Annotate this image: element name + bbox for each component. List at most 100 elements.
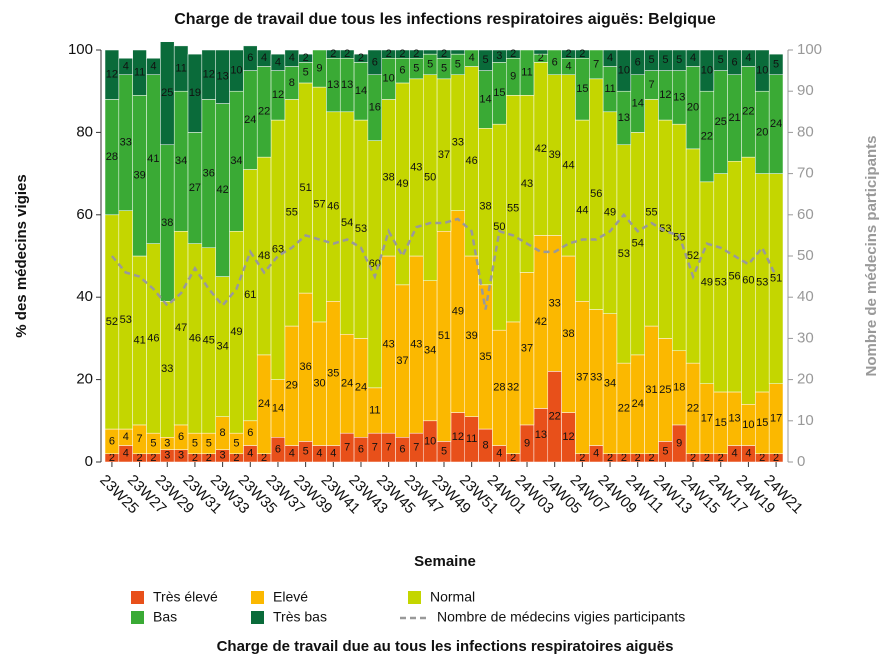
data-label: 4 [496,448,502,460]
data-label: 7 [593,58,599,70]
legend-swatch [251,591,264,604]
data-label: 50 [424,172,436,184]
y2-tick-label: 80 [797,123,814,140]
data-label: 10 [618,65,630,77]
data-label: 24 [355,382,367,394]
data-label: 53 [756,277,768,289]
data-label: 22 [742,106,754,118]
data-label: 12 [452,431,464,443]
data-label: 6 [635,56,641,68]
x-axis-label: Semaine [414,553,476,570]
caption: Charge de travail due au tous les infect… [217,638,674,655]
data-label: 5 [303,446,309,458]
data-label: 34 [175,155,187,167]
data-label: 6 [732,56,738,68]
data-label: 4 [275,56,281,68]
data-label: 7 [386,441,392,453]
data-label: 24 [258,398,270,410]
data-label: 49 [701,277,713,289]
data-label: 5 [427,58,433,70]
data-label: 4 [123,60,129,72]
data-label: 37 [396,355,408,367]
data-label: 10 [383,73,395,85]
data-label: 2 [399,48,405,60]
data-label: 13 [728,413,740,425]
y2-tick-label: 50 [797,247,814,264]
data-label: 6 [247,427,253,439]
data-label: 5 [773,58,779,70]
data-label: 11 [134,67,145,79]
data-label: 2 [773,452,779,464]
data-label: 43 [410,161,422,173]
data-label: 42 [216,184,228,196]
y-tick-label: 60 [76,206,93,223]
data-label: 5 [413,62,419,74]
data-label: 34 [604,378,616,390]
bar-segment [422,49,438,55]
data-label: 15 [576,83,588,95]
data-label: 11 [175,62,186,74]
y-tick-label: 0 [85,453,93,470]
y2-tick-label: 60 [797,206,814,223]
data-label: 14 [355,85,367,97]
bar-segment [367,49,382,75]
data-label: 16 [369,102,381,114]
data-label: 2 [192,452,198,464]
data-label: 22 [701,130,713,142]
data-label: 57 [313,198,325,210]
data-label: 15 [756,417,768,429]
data-label: 6 [109,435,115,447]
data-label: 46 [327,200,339,212]
data-label: 5 [192,437,198,449]
data-label: 30 [313,378,325,390]
data-label: 10 [742,419,754,431]
y-tick-label: 20 [76,371,93,388]
data-label: 9 [676,437,682,449]
data-label: 4 [289,52,295,64]
data-label: 19 [189,87,201,99]
data-label: 4 [732,448,738,460]
data-label: 12 [562,431,574,443]
data-label: 2 [718,452,724,464]
data-label: 25 [161,87,173,99]
data-label: 5 [303,67,309,79]
data-label: 2 [510,48,516,60]
data-label: 15 [493,87,505,99]
y2-tick-label: 90 [797,82,814,99]
data-label: 28 [106,151,118,163]
data-label: 29 [286,380,298,392]
data-label: 11 [369,404,380,416]
data-label: 17 [770,413,782,425]
data-label: 49 [396,178,408,190]
data-label: 6 [372,56,378,68]
data-label: 34 [216,341,228,353]
data-label: 12 [203,69,215,81]
data-label: 55 [286,207,298,219]
data-label: 22 [549,411,561,423]
data-label: 53 [355,223,367,235]
data-label: 2 [109,452,115,464]
data-label: 55 [645,207,657,219]
data-label: 20 [687,102,699,114]
data-label: 2 [759,452,765,464]
data-label: 51 [300,182,312,194]
data-label: 22 [258,106,270,118]
data-label: 9 [524,437,530,449]
data-label: 61 [244,289,256,301]
data-label: 5 [441,62,447,74]
data-label: 6 [399,65,405,77]
data-label: 5 [482,54,488,66]
data-label: 5 [662,54,668,66]
data-label: 51 [438,330,450,342]
data-label: 43 [521,178,533,190]
data-label: 2 [565,48,571,60]
data-label: 2 [413,48,419,60]
data-label: 4 [289,448,295,460]
data-label: 10 [701,65,713,77]
data-label: 27 [189,182,201,194]
data-label: 5 [718,54,724,66]
data-label: 2 [137,452,143,464]
data-label: 36 [203,168,215,180]
chart-title: Charge de travail due tous les infection… [174,11,716,28]
data-label: 38 [383,172,395,184]
